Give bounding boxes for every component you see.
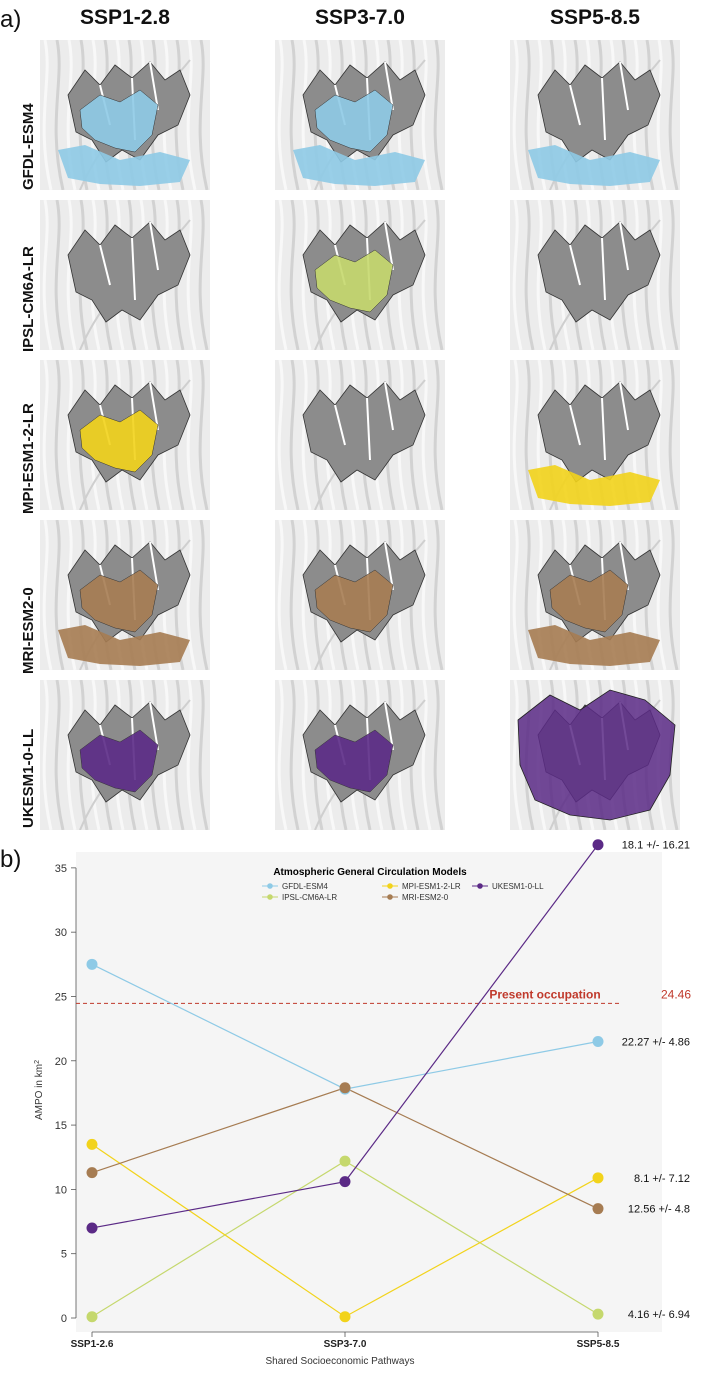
y-axis-label: AMPO in km2 [34,1060,46,1120]
annotations: 18.1 +/- 16.21 22.27 +/- 4.86 8.1 +/- 7.12… [622,840,690,1321]
legend-label: MPI-ESM1-2-LR [402,882,461,891]
legend-item-gfdl-esm4: GFDL-ESM4 [262,882,328,891]
map-mri-esm2-0-1 [40,520,210,670]
point-mri-esm2-0-ssp5-8.5 [592,1203,604,1215]
panel-a-label: a) [0,6,22,33]
point-mri-esm2-0-ssp1-2.6 [86,1167,98,1179]
series-points [86,839,604,1323]
point-ipsl-cm6a-lr-ssp1-2.6 [86,1311,98,1323]
row-label-ipsl: IPSL-CM6A-LR [20,246,37,352]
x-tick-label: SSP5-8.5 [577,1339,620,1350]
point-gfdl-esm4-ssp1-2.6 [86,958,98,970]
legend-item-ipsl-cm6a-lr: IPSL-CM6A-LR [262,893,337,902]
point-ukesm1-0-ll-ssp1-2.6 [86,1222,98,1234]
map-mpi-esm1-2-lr-1 [40,360,210,510]
plot-area [76,852,662,1332]
legend-label: MRI-ESM2-0 [402,893,449,902]
map-gfdl-esm4-2 [275,40,445,190]
y-tick-label: 30 [55,927,67,939]
y-axis: 0 5 10 15 20 25 30 35 [55,863,77,1325]
point-mpi-esm1-2-lr-ssp1-2.6 [86,1138,98,1150]
row-label-mri: MRI-ESM2-0 [20,587,37,674]
legend-label: UKESM1-0-LL [492,882,544,891]
line-chart: 0 5 10 15 20 25 30 35 SSP1-2.6 SSP3-7.0 SSP5-8.5 … [0,838,709,1371]
point-mpi-esm1-2-lr-ssp5-8.5 [592,1172,604,1184]
row-label-ukesm: UKESM1-0-LL [20,728,37,828]
legend-item-mri-esm2-0: MRI-ESM2-0 [382,893,449,902]
y-tick-label: 20 [55,1056,67,1068]
annotation-mean-sd: 12.56 +/- 4.8 [628,1204,690,1216]
x-tick-label: SSP1-2.6 [71,1339,114,1350]
legend-title: Atmospheric General Circulation Models [273,867,467,878]
y-tick-label: 5 [61,1249,67,1261]
map-gfdl-esm4-1 [40,40,210,190]
legend-item-ukesm1-0-ll: UKESM1-0-LL [472,882,544,891]
row-label-gfdl: GFDL-ESM4 [20,103,37,190]
row-label-mpi: MPI-ESM1-2-LR [20,403,37,514]
map-gfdl-esm4-3 [510,40,680,190]
map-mpi-esm1-2-lr-3 [510,360,680,510]
point-ipsl-cm6a-lr-ssp5-8.5 [592,1308,604,1320]
map-mri-esm2-0-3 [510,520,680,670]
x-axis: SSP1-2.6 SSP3-7.0 SSP5-8.5 [71,1331,620,1350]
annotation-mean-sd: 22.27 +/- 4.86 [622,1036,690,1048]
point-ipsl-cm6a-lr-ssp3-7.0 [339,1155,351,1167]
column-header-ssp1: SSP1-2.8 [80,6,170,29]
legend-item-mpi-esm1-2-lr: MPI-ESM1-2-LR [382,882,461,891]
legend-label: IPSL-CM6A-LR [282,893,337,902]
y-axis-label-text: AMPO in km [34,1064,45,1120]
annotation-mean-sd: 18.1 +/- 16.21 [622,840,690,852]
present-occupation-label: Present occupation [489,987,600,1001]
map-ipsl-cm6a-lr-3 [510,200,680,350]
map-ipsl-cm6a-lr-2 [275,200,445,350]
annotation-mean-sd: 4.16 +/- 6.94 [628,1309,690,1321]
map-mri-esm2-0-2 [275,520,445,670]
point-ukesm1-0-ll-ssp5-8.5 [592,839,604,851]
map-mpi-esm1-2-lr-2 [275,360,445,510]
map-ukesm1-0-ll-1 [40,680,210,830]
column-header-ssp3: SSP3-7.0 [315,6,405,29]
map-ukesm1-0-ll-3 [510,680,680,830]
map-ukesm1-0-ll-2 [275,680,445,830]
x-tick-label: SSP3-7.0 [324,1339,367,1350]
y-tick-label: 25 [55,991,67,1003]
annotation-mean-sd: 8.1 +/- 7.12 [634,1173,690,1185]
point-gfdl-esm4-ssp5-8.5 [592,1035,604,1047]
y-tick-label: 0 [61,1313,67,1325]
y-axis-label-unit: 2 [34,1060,41,1064]
point-mri-esm2-0-ssp3-7.0 [339,1082,351,1094]
panel-b-label: b) [0,846,22,873]
map-ipsl-cm6a-lr-1 [40,200,210,350]
reference-line: Present occupation 24.46 [76,987,691,1004]
present-occupation-value: 24.46 [661,987,691,1001]
legend-label: GFDL-ESM4 [282,882,328,891]
x-axis-label: Shared Socioeconomic Pathways [266,1356,415,1367]
point-mpi-esm1-2-lr-ssp3-7.0 [339,1311,351,1323]
y-tick-label: 35 [55,863,67,875]
y-tick-label: 15 [55,1120,67,1132]
y-tick-label: 10 [55,1184,67,1196]
point-ukesm1-0-ll-ssp3-7.0 [339,1176,351,1188]
legend: Atmospheric General Circulation Models G… [262,867,544,902]
column-header-ssp5: SSP5-8.5 [550,6,640,29]
